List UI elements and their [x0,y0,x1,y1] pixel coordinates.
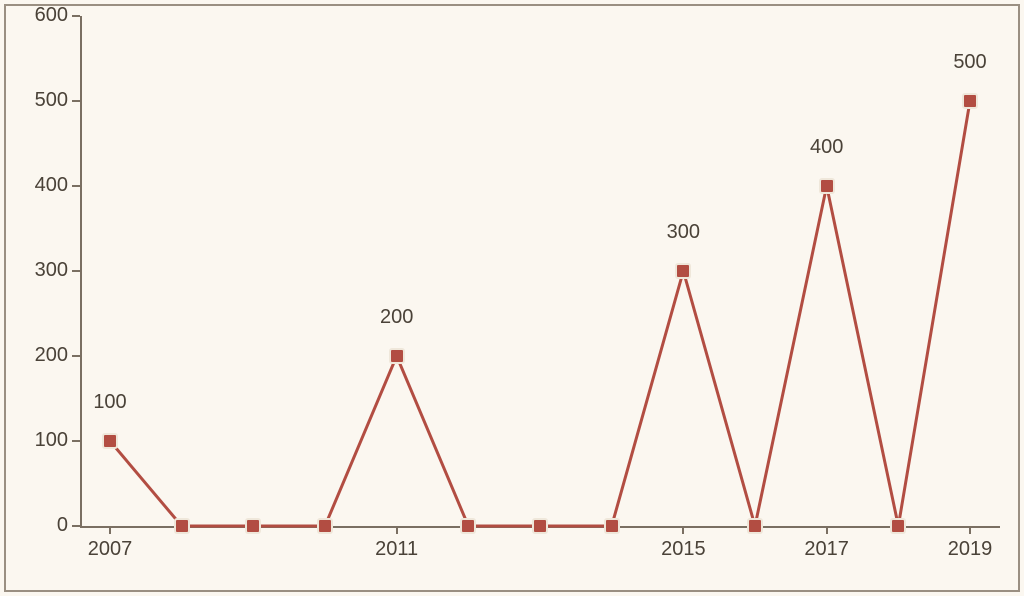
series-line [110,101,970,526]
data-label: 300 [667,221,700,244]
data-marker [747,518,763,534]
data-marker [675,263,691,279]
data-marker [604,518,620,534]
data-marker [389,348,405,364]
data-marker [532,518,548,534]
data-label: 400 [810,136,843,159]
data-marker [245,518,261,534]
data-marker [819,178,835,194]
data-marker [102,433,118,449]
data-marker [460,518,476,534]
line-path [0,0,1024,596]
data-marker [890,518,906,534]
data-marker [174,518,190,534]
data-label: 100 [93,391,126,414]
data-label: 200 [380,306,413,329]
data-label: 500 [953,51,986,74]
data-marker [317,518,333,534]
data-marker [962,93,978,109]
chart-container: 0100200300400500600200720112015201720191… [0,0,1024,596]
